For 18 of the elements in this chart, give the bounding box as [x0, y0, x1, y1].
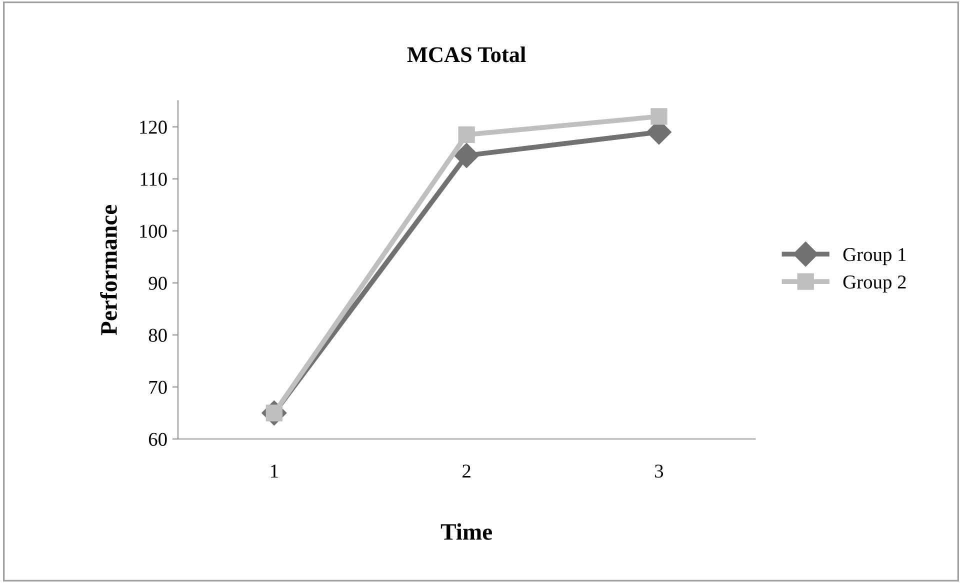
legend-label: Group 1: [843, 248, 906, 266]
x-tick-label: 2: [462, 464, 470, 478]
y-tick-label: 110: [140, 172, 167, 186]
y-tick-label: 120: [140, 120, 167, 134]
y-tick-label: 90: [148, 276, 167, 290]
point: [458, 126, 475, 144]
point: [454, 143, 480, 168]
y-tick-label: 80: [148, 328, 167, 342]
point: [650, 108, 668, 125]
chart-title: MCAS Total: [407, 46, 526, 62]
x-tick-label: 3: [655, 464, 664, 478]
y-axis-title: Performance: [100, 204, 117, 336]
y-tick-label: 100: [140, 224, 167, 238]
x-axis-title: Time: [440, 523, 492, 540]
legend-label: Group 2: [843, 276, 906, 293]
y-tick-label: 70: [149, 380, 167, 394]
y-tick-label: 60: [148, 432, 167, 446]
x-tick-label: 1: [271, 464, 278, 478]
